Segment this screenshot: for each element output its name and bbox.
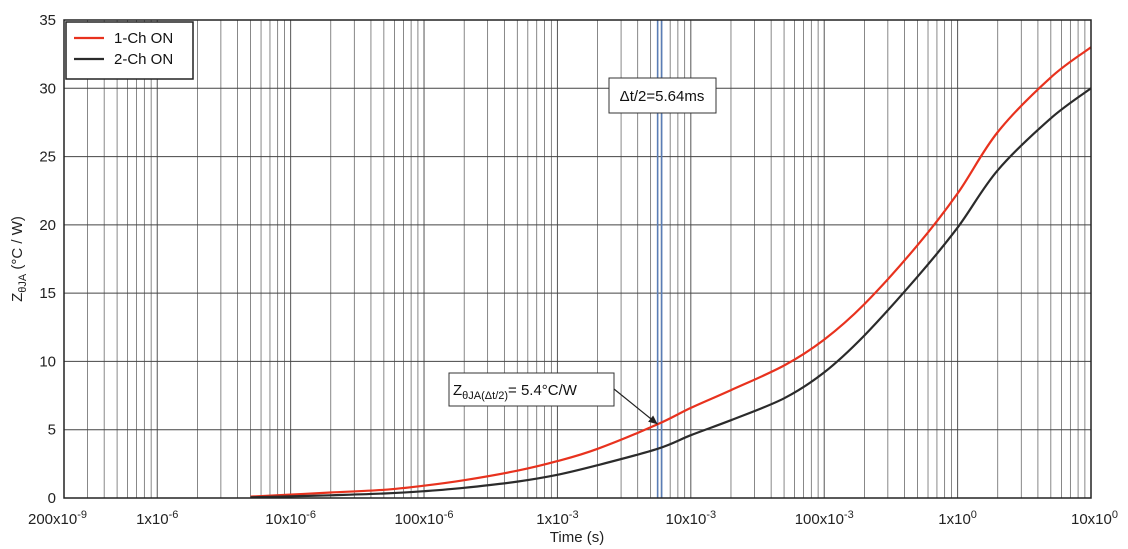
x-tick-label: 1x10-6 [136, 509, 178, 528]
legend: 1-Ch ON 2-Ch ON [65, 21, 194, 80]
y-tick-label: 30 [39, 80, 56, 97]
y-tick-label: 15 [39, 285, 56, 302]
annotation-z-arrowhead [648, 415, 658, 425]
y-tick-label: 35 [39, 12, 56, 29]
plot-frame [63, 19, 1092, 499]
x-tick-label: 10x100 [1071, 509, 1118, 528]
annotation-z-box [448, 372, 615, 407]
x-tick-labels: 200x10-9 1x10-6 10x10-6 100x10-6 1x10-3 10x10… [28, 509, 1118, 528]
y-tick-label: 20 [39, 217, 56, 234]
x-tick-label: 1x10-3 [536, 509, 578, 528]
x-tick-label: 100x10-3 [795, 509, 854, 528]
legend-box [65, 21, 194, 80]
x-tick-label: 10x10-6 [265, 509, 316, 528]
x-tick-label: 200x10-9 [28, 509, 87, 528]
x-tick-label: 10x10-3 [665, 509, 716, 528]
y-tick-label: 5 [48, 422, 56, 439]
series-lines [250, 46, 1092, 499]
series-line-2 [250, 87, 1092, 499]
annotation-z-leader [613, 388, 659, 425]
grid-minor [63, 20, 1092, 498]
x-tick-label: 100x10-6 [395, 509, 454, 528]
annotation-delta-t: Δt/2=5.64ms [608, 77, 717, 114]
legend-label-1ch: 1-Ch ON [114, 30, 173, 47]
annotation-delta-t-text: Δt/2=5.64ms [620, 88, 705, 105]
y-tick-label: 25 [39, 149, 56, 166]
series-line-1 [250, 46, 1092, 498]
annotation-z: ZθJA(Δt/2)= 5.4°C/W [448, 372, 659, 425]
x-tick-label: 1x100 [938, 509, 977, 528]
legend-label-2ch: 2-Ch ON [114, 51, 173, 68]
y-tick-label: 0 [48, 490, 56, 507]
x-axis-title: Time (s) [550, 529, 604, 546]
y-axis-title: ZθJA (°C / W) [9, 216, 29, 302]
annotation-delta-t-box [608, 77, 717, 114]
annotation-z-text: ZθJA(Δt/2)= 5.4°C/W [453, 382, 578, 402]
y-tick-label: 10 [39, 353, 56, 370]
y-tick-labels: 0 5 10 15 20 25 30 35 [39, 12, 56, 507]
